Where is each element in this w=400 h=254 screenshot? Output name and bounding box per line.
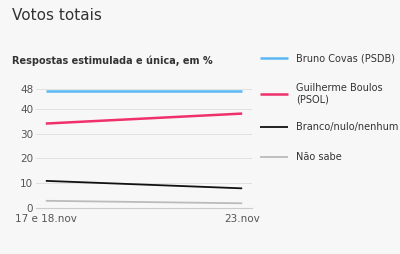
Text: Branco/nulo/nenhum: Branco/nulo/nenhum (296, 122, 398, 132)
Text: Respostas estimulada e única, em %: Respostas estimulada e única, em % (12, 56, 213, 66)
Text: Não sabe: Não sabe (296, 152, 342, 163)
Text: Votos totais: Votos totais (12, 8, 102, 23)
Text: Bruno Covas (PSDB): Bruno Covas (PSDB) (296, 53, 395, 64)
Text: Guilherme Boulos
(PSOL): Guilherme Boulos (PSOL) (296, 83, 383, 105)
